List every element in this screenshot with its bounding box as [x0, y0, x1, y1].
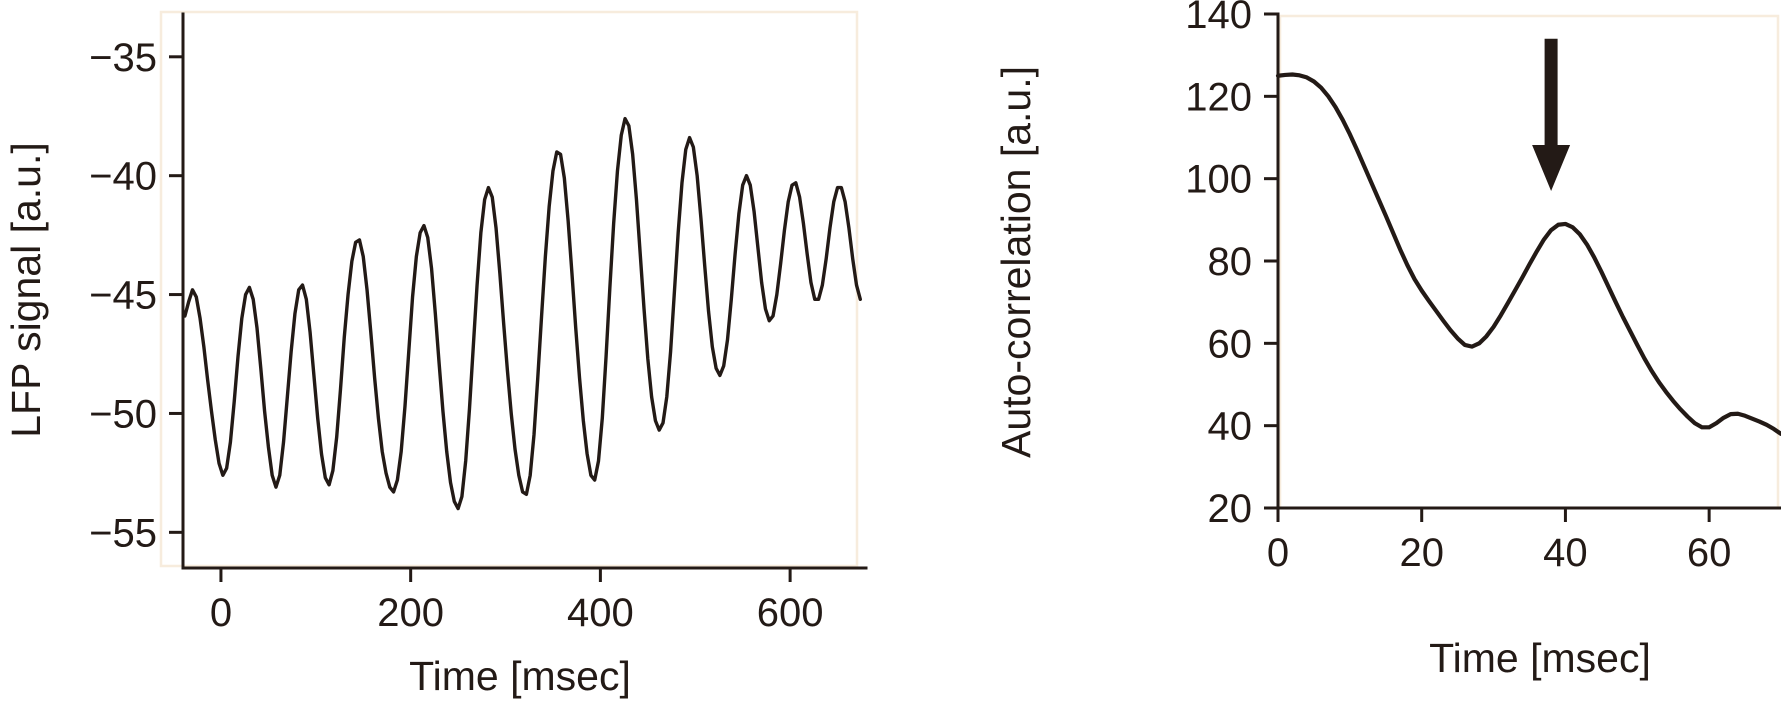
lfp-trace-chart: −35 −40 −45 −50 −55 0 200 400 600 Time [msec] L…	[3, 10, 868, 699]
y-axis-title: LFP signal [a.u.]	[3, 142, 49, 438]
autocorrelation-line	[1275, 72, 1781, 436]
y-tick-label: −40	[89, 155, 157, 199]
x-axis-ticks	[219, 568, 792, 582]
y-tick-label: 140	[1185, 0, 1252, 37]
y-axis-ticks	[1264, 12, 1278, 510]
panel-lfp-trace: −35 −40 −45 −50 −55 0 200 400 600 Time [msec] L…	[3, 10, 868, 699]
x-axis-title: Time [msec]	[409, 653, 631, 699]
x-tick-label: 200	[377, 591, 444, 635]
panel-autocorrelation: 140 120 100 80 60 40 20 0 20 40 60 Time [msec] Au…	[900, 0, 1781, 712]
autocorrelation-chart: 140 120 100 80 60 40 20 0 20 40 60 Time [msec] Au…	[993, 0, 1781, 681]
x-tick-label: 40	[1543, 531, 1588, 575]
plot-frame	[159, 10, 859, 568]
x-tick-label: 0	[1267, 531, 1289, 575]
y-tick-label: 20	[1208, 487, 1253, 531]
x-tick-label: 400	[567, 591, 634, 635]
x-tick-label: 600	[757, 591, 824, 635]
y-tick-label: 100	[1185, 158, 1252, 202]
x-axis-title: Time [msec]	[1429, 635, 1651, 681]
x-axis-tick-labels: 0 20 40 60	[1267, 531, 1732, 575]
y-tick-label: −55	[89, 511, 157, 555]
y-axis-tick-labels: −35 −40 −45 −50 −55	[89, 36, 157, 556]
y-tick-label: 60	[1208, 322, 1253, 366]
y-tick-label: −50	[89, 392, 157, 436]
lfp-signal-line	[183, 116, 863, 511]
x-axis-tick-labels: 0 200 400 600	[210, 591, 824, 635]
y-tick-label: 80	[1208, 240, 1253, 284]
x-tick-label: 0	[210, 591, 232, 635]
y-tick-label: 120	[1185, 75, 1252, 119]
y-tick-label: 40	[1208, 405, 1253, 449]
peak-marker-arrow-icon	[1532, 38, 1571, 192]
down-arrow-icon	[1532, 38, 1571, 192]
y-tick-label: −45	[89, 274, 157, 318]
y-axis-ticks	[169, 55, 183, 534]
y-axis-tick-labels: 140 120 100 80 60 40 20	[1185, 0, 1252, 531]
x-tick-label: 20	[1399, 531, 1444, 575]
x-axis-ticks	[1276, 508, 1711, 522]
x-tick-label: 60	[1687, 531, 1732, 575]
y-axis-title: Auto-correlation [a.u.]	[993, 66, 1039, 458]
y-tick-label: −35	[89, 36, 157, 80]
